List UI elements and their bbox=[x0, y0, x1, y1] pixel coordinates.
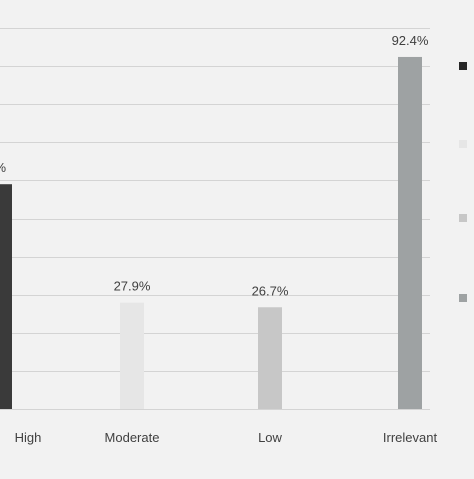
bar-high bbox=[0, 184, 12, 409]
data-label: 26.7% bbox=[252, 283, 289, 298]
bar-moderate bbox=[120, 302, 144, 409]
gridlines bbox=[0, 28, 430, 410]
bar-irrelevant bbox=[398, 56, 422, 410]
bar-low bbox=[258, 307, 282, 409]
legend bbox=[459, 62, 467, 302]
x-tick-label: Moderate bbox=[105, 430, 160, 445]
data-label: % bbox=[0, 160, 6, 175]
data-label: 27.9% bbox=[114, 279, 151, 294]
bars bbox=[0, 56, 422, 410]
x-tick-labels: High Moderate Low Irrelevant bbox=[15, 430, 438, 445]
x-tick-label: High bbox=[15, 430, 42, 445]
data-labels: % 27.9% 26.7% 92.4% bbox=[0, 33, 429, 298]
legend-swatch bbox=[459, 140, 467, 148]
legend-swatch bbox=[459, 294, 467, 302]
data-label: 92.4% bbox=[392, 33, 429, 48]
legend-swatch bbox=[459, 214, 467, 222]
x-tick-label: Low bbox=[258, 430, 282, 445]
legend-swatch bbox=[459, 62, 467, 70]
x-tick-label: Irrelevant bbox=[383, 430, 438, 445]
